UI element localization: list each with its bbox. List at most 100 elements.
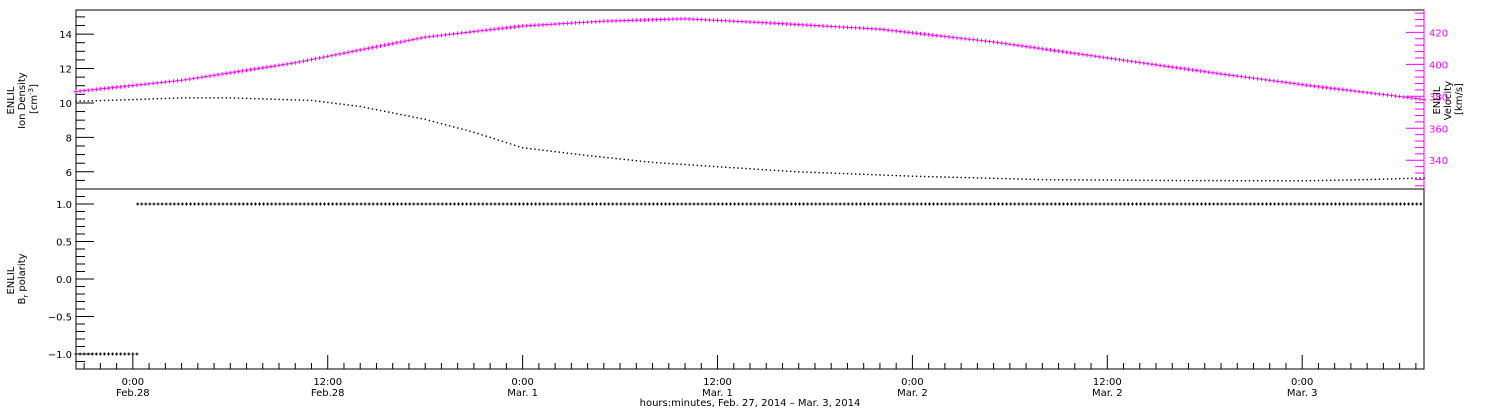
ion-density-series [75, 97, 1425, 182]
velocity-tick-label: 380 [1429, 92, 1448, 103]
density-point [1346, 179, 1348, 181]
density-point [176, 97, 179, 99]
density-point [432, 120, 435, 123]
density-point [1374, 178, 1377, 181]
density-point [574, 153, 577, 155]
polarity-tick-label: 0.0 [56, 275, 72, 286]
polarity-label-b: B [17, 298, 28, 305]
top-left-axis: 6 8 10 12 14 [59, 16, 94, 190]
density-point [550, 150, 552, 152]
density-point [802, 171, 804, 173]
density-point [1090, 179, 1092, 181]
density-point [1394, 178, 1397, 180]
density-point [554, 150, 556, 153]
density-point [603, 156, 605, 158]
density-point [566, 152, 569, 154]
density-point [75, 100, 77, 103]
density-point [1273, 180, 1275, 182]
density-point [79, 100, 81, 102]
density-point [262, 98, 264, 100]
density-point [1122, 179, 1125, 181]
density-point [392, 112, 394, 114]
density-tick-label: 14 [59, 30, 72, 41]
density-point [505, 141, 508, 144]
density-point [99, 99, 102, 102]
density-point [237, 97, 240, 99]
density-point [116, 99, 118, 101]
density-point [980, 177, 983, 179]
density-point [972, 177, 975, 179]
density-point [270, 98, 272, 100]
polarity-axis-label: ENLIL Br polarity [6, 253, 30, 304]
density-point [631, 159, 634, 161]
density-point [144, 98, 146, 100]
velocity-series [74, 16, 1426, 102]
density-point [773, 169, 776, 172]
density-point [1248, 179, 1251, 182]
polarity-tick-label: 1.0 [56, 200, 72, 211]
density-point [140, 98, 142, 101]
density-point [558, 151, 560, 153]
density-point [1041, 178, 1044, 181]
density-point [737, 167, 739, 169]
density-point [1244, 179, 1247, 182]
density-label-line1: ENLIL [6, 86, 17, 114]
density-point [936, 176, 938, 178]
density-point [501, 140, 504, 143]
density-point [838, 172, 841, 175]
density-point [676, 163, 678, 165]
density-point [664, 162, 666, 164]
density-point [457, 127, 459, 129]
x-tick-time-label: 12:00 [703, 377, 732, 388]
density-point [193, 97, 195, 99]
density-point [1175, 179, 1178, 182]
density-point [968, 176, 971, 179]
density-point [948, 176, 950, 178]
density-point [1390, 178, 1393, 180]
density-label-line2: Ion Density [17, 72, 28, 129]
density-point [416, 117, 418, 119]
density-point [375, 109, 378, 111]
density-point [672, 163, 674, 165]
density-point [1033, 178, 1036, 181]
density-point [729, 166, 731, 169]
density-point [1025, 178, 1027, 180]
polarity-tick-label: −1.0 [48, 350, 72, 361]
density-point [156, 98, 159, 100]
x-tick-time-label: 0:00 [122, 377, 144, 388]
density-point [1386, 178, 1389, 180]
density-point [692, 164, 694, 166]
polarity-tick-label: −0.5 [48, 313, 72, 324]
density-point [1114, 179, 1117, 181]
density-point [477, 132, 479, 135]
density-point [420, 117, 422, 120]
density-point [1407, 177, 1409, 180]
polarity-series [74, 202, 1423, 356]
density-point [1208, 179, 1210, 182]
density-point [1403, 177, 1405, 180]
density-point [562, 151, 565, 154]
density-point [615, 157, 617, 160]
density-label-unit: [cm [29, 95, 40, 114]
density-point [647, 161, 650, 163]
x-tick-time-label: 12:00 [313, 377, 342, 388]
density-point [814, 171, 816, 174]
density-point [339, 103, 341, 105]
density-point [599, 156, 601, 158]
density-point [656, 161, 658, 164]
density-point [595, 155, 597, 158]
velocity-tick-label: 340 [1429, 156, 1448, 167]
density-point [940, 176, 942, 178]
density-point [765, 169, 768, 171]
density-point [111, 99, 114, 101]
density-point [1382, 178, 1385, 180]
density-point [1228, 179, 1230, 182]
density-point [254, 97, 256, 100]
density-point [396, 113, 398, 115]
density-point [347, 104, 349, 106]
density-point [696, 164, 699, 167]
density-point [371, 108, 374, 110]
density-point [1256, 180, 1259, 182]
